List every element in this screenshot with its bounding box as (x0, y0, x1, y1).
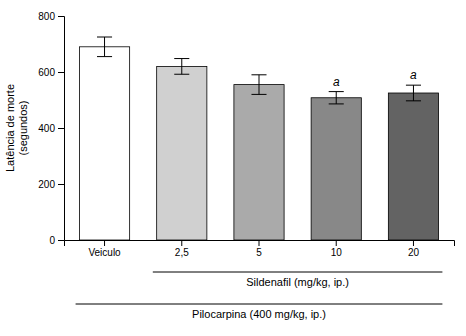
x-tick-label: 2,5 (175, 247, 189, 258)
bars (79, 37, 438, 240)
y-tick-mark (58, 240, 64, 241)
x-tick-label: 10 (331, 247, 343, 258)
x-tick: 5 (256, 240, 262, 258)
y-tick-label: 0 (49, 235, 55, 246)
x-axis: Veiculo 2,5 5 10 20 (65, 240, 455, 258)
annotations: a a Sildenafil (mg/kg, ip.) Pilocarpina (40… (76, 68, 443, 320)
y-tick-mark (58, 184, 64, 185)
x-tick-label: 20 (408, 247, 420, 258)
y-tick: 400 (38, 123, 64, 134)
x-tick: Veiculo (88, 240, 121, 258)
bracket-line (153, 272, 443, 273)
bar (311, 98, 361, 240)
error-bar (97, 37, 112, 57)
y-axis: 0 200 400 600 800 (38, 11, 64, 246)
x-tick-mark (104, 240, 105, 246)
y-tick-label: 400 (38, 123, 55, 134)
error-bar (251, 75, 266, 95)
y-tick: 0 (49, 235, 64, 246)
x-tick: 20 (408, 240, 420, 258)
y-axis-title-line: Latência de morte (4, 84, 16, 172)
bracket-label: Pilocarpina (400 mg/kg, ip.) (192, 308, 326, 320)
chart: 0 200 400 600 800 Veiculo 2,5 5 10 20 Latência de … (0, 0, 466, 336)
x-tick-mark (413, 240, 414, 246)
y-tick: 800 (38, 11, 64, 22)
y-axis-title: Latência de morte(segundos) (4, 84, 29, 172)
significance-label: a (410, 68, 417, 82)
error-bar (406, 85, 421, 101)
x-tick: 2,5 (175, 240, 189, 258)
bracket-line (76, 304, 443, 305)
x-tick-label: Veiculo (88, 247, 121, 258)
bar (388, 93, 438, 240)
significance-label: a (333, 75, 340, 89)
bracket-label: Sildenafil (mg/kg, ip.) (246, 276, 349, 288)
error-bar (329, 92, 344, 104)
bar (234, 85, 284, 240)
x-tick: 10 (331, 240, 343, 258)
bar (79, 47, 129, 240)
x-axis-line (65, 241, 455, 247)
plot: 0 200 400 600 800 Veiculo 2,5 5 10 20 Latência de … (4, 11, 455, 320)
x-tick-mark (181, 240, 182, 246)
y-tick-label: 200 (38, 179, 55, 190)
y-axis-line (58, 17, 65, 241)
y-tick: 600 (38, 67, 64, 78)
y-tick-label: 800 (38, 11, 55, 22)
y-tick-label: 600 (38, 67, 55, 78)
y-tick-mark (58, 16, 64, 17)
y-tick-mark (58, 72, 64, 73)
y-axis-title-line: (segundos) (17, 100, 29, 155)
x-tick-mark (336, 240, 337, 246)
x-tick-label: 5 (256, 247, 262, 258)
x-tick-mark (259, 240, 260, 246)
error-bar (174, 59, 189, 75)
bar (157, 66, 207, 240)
y-tick-mark (58, 128, 64, 129)
y-tick: 200 (38, 179, 64, 190)
